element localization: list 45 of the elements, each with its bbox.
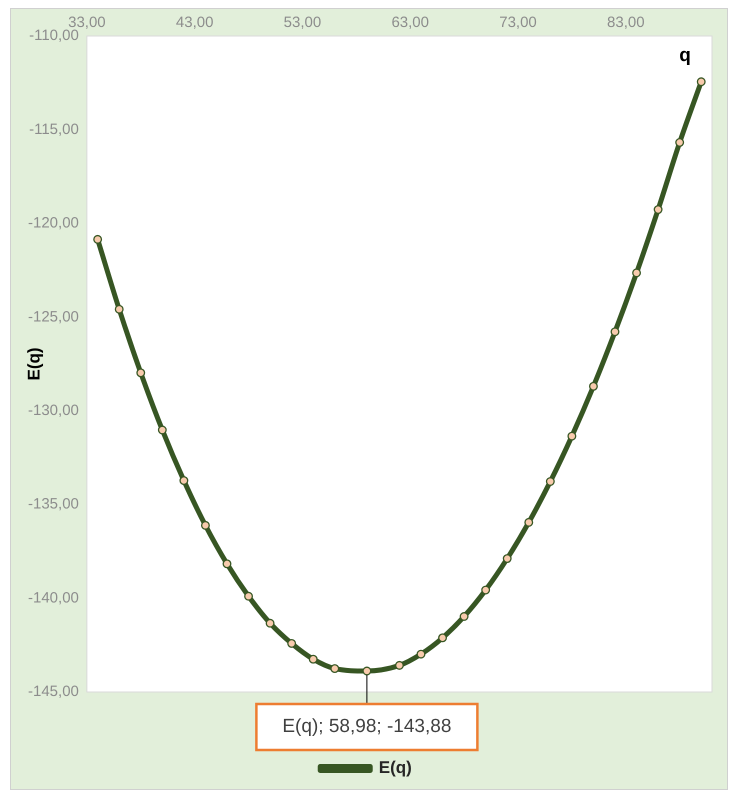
- point: [287, 639, 296, 648]
- y-tick-label: -130,00: [28, 402, 79, 419]
- x-tick-label: 63,00: [391, 14, 429, 32]
- legend-label: E(q): [378, 758, 412, 778]
- x-tick-label: 43,00: [176, 14, 214, 32]
- point: [394, 660, 404, 670]
- y-tick-label: -110,00: [29, 27, 79, 44]
- point: [546, 477, 555, 486]
- point: [675, 138, 684, 147]
- point: [632, 268, 642, 278]
- point: [610, 327, 620, 336]
- point: [222, 559, 232, 568]
- point: [460, 612, 469, 621]
- point: [567, 432, 576, 441]
- point: [308, 654, 318, 664]
- point: [502, 554, 512, 563]
- x-tick-label: 53,00: [284, 14, 322, 32]
- point: [330, 664, 340, 674]
- x-tick-label: 83,00: [607, 14, 645, 32]
- point: [179, 476, 188, 486]
- point: [416, 650, 426, 659]
- point: [266, 618, 275, 628]
- y-tick-label: -125,00: [28, 308, 79, 326]
- y-tick-label: -115,00: [29, 120, 79, 138]
- point: [438, 633, 447, 642]
- point: [696, 77, 706, 86]
- point: [481, 586, 490, 594]
- point: [654, 205, 663, 214]
- point: [136, 368, 146, 378]
- y-tick-label: -145,00: [28, 683, 79, 700]
- y-tick-label: -140,00: [28, 589, 79, 606]
- point: [93, 234, 102, 244]
- y-axis-title: E(q): [24, 347, 44, 381]
- point: [244, 592, 253, 601]
- point: [200, 520, 210, 530]
- y-tick-label: -135,00: [28, 496, 79, 513]
- point: [588, 382, 598, 391]
- point: [362, 666, 372, 676]
- y-tick-label: -120,00: [28, 214, 79, 232]
- annotation: E(q); 58,98; -143,88: [282, 716, 452, 738]
- x-tick-label: 73,00: [499, 14, 537, 32]
- x-axis-title: q: [679, 45, 691, 66]
- point: [158, 426, 167, 434]
- point: [524, 518, 534, 527]
- point: [114, 304, 124, 314]
